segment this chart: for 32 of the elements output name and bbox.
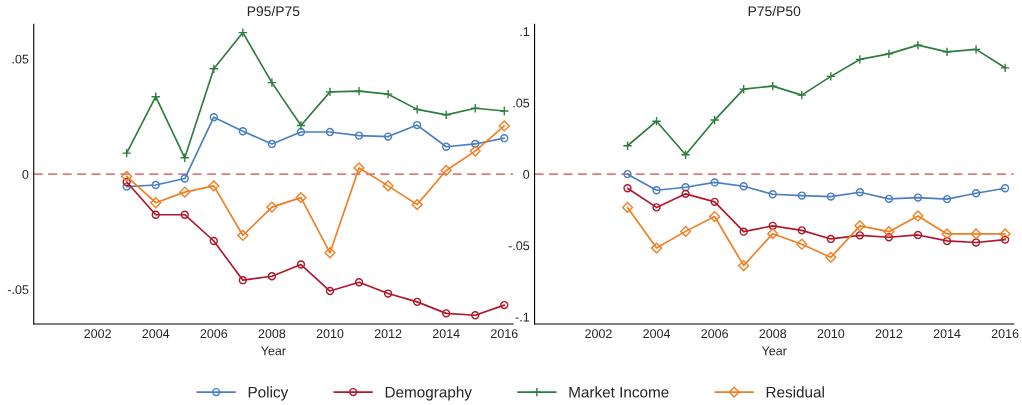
legend-label: Market Income [569, 386, 669, 398]
x-tick-label: 2004 [142, 329, 170, 339]
x-tick-label: 2004 [643, 329, 671, 339]
y-tick-label: .1 [520, 27, 530, 36]
y-tick-label: -.1 [515, 312, 530, 322]
x-tick-label: 2002 [84, 329, 111, 339]
x-tick-label: 2002 [585, 329, 612, 339]
x-tick-label: 2012 [374, 329, 402, 339]
y-tick-label: -.05 [7, 285, 29, 295]
y-tick-label: .05 [12, 54, 29, 64]
chart-title: P75/P50 [748, 5, 801, 17]
x-axis-title: Year [761, 346, 787, 356]
x-tick-label: 2006 [200, 329, 228, 339]
chart-title: P95/P75 [247, 5, 300, 17]
legend-label: Residual [766, 386, 824, 398]
x-tick-label: 2012 [875, 329, 903, 339]
legend-label: Demography [385, 386, 472, 401]
x-tick-label: 2008 [258, 329, 286, 339]
x-tick-label: 2014 [432, 329, 460, 339]
y-tick-label: -.05 [508, 241, 530, 251]
x-tick-label: 2008 [759, 329, 787, 339]
x-tick-label: 2006 [701, 329, 728, 339]
x-tick-label: 2010 [817, 329, 845, 339]
x-tick-label: 2010 [316, 329, 344, 339]
x-tick-label: 2014 [933, 329, 961, 339]
legend-label: Policy [248, 386, 289, 401]
x-tick-label: 2016 [491, 329, 518, 339]
x-axis-title: Year [261, 346, 286, 356]
y-tick-label: 0 [22, 169, 29, 179]
y-tick-label: 0 [523, 169, 530, 179]
y-tick-label: .05 [513, 98, 530, 108]
x-tick-label: 2016 [991, 329, 1019, 339]
